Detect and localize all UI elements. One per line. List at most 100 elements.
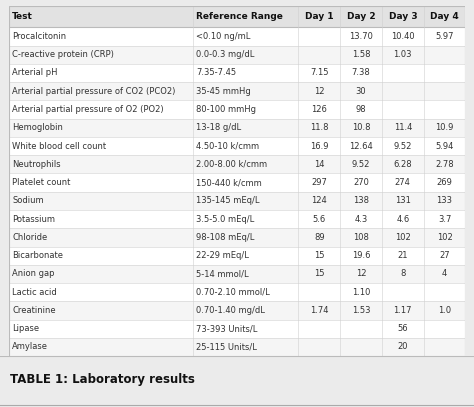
Bar xyxy=(9,265,465,283)
Text: 0.0-0.3 mg/dL: 0.0-0.3 mg/dL xyxy=(196,50,255,59)
Text: 16.9: 16.9 xyxy=(310,142,328,151)
Text: 1.03: 1.03 xyxy=(393,50,412,59)
Text: 7.15: 7.15 xyxy=(310,68,328,77)
Text: 102: 102 xyxy=(437,233,453,242)
Text: Amylase: Amylase xyxy=(12,343,48,352)
Text: 5.94: 5.94 xyxy=(436,142,454,151)
Text: 4.50-10 k/cmm: 4.50-10 k/cmm xyxy=(196,142,260,151)
Bar xyxy=(9,338,465,356)
Bar xyxy=(9,64,465,82)
Text: 11.8: 11.8 xyxy=(310,123,328,132)
Text: 138: 138 xyxy=(353,196,369,206)
Text: Procalcitonin: Procalcitonin xyxy=(12,32,66,41)
Text: 19.6: 19.6 xyxy=(352,251,370,260)
Bar xyxy=(9,6,465,27)
Text: Anion gap: Anion gap xyxy=(12,269,55,278)
Text: 12.64: 12.64 xyxy=(349,142,373,151)
Text: 126: 126 xyxy=(311,105,327,114)
Text: 5.97: 5.97 xyxy=(435,32,454,41)
Text: 8: 8 xyxy=(400,269,406,278)
Bar xyxy=(9,119,465,137)
Text: 9.52: 9.52 xyxy=(352,160,370,169)
Text: Day 1: Day 1 xyxy=(305,12,334,21)
Bar xyxy=(9,247,465,265)
Text: Arterial partial pressure of CO2 (PCO2): Arterial partial pressure of CO2 (PCO2) xyxy=(12,87,175,96)
Text: Lipase: Lipase xyxy=(12,324,39,333)
Text: C-reactive protein (CRP): C-reactive protein (CRP) xyxy=(12,50,114,59)
Bar xyxy=(9,82,465,101)
Text: 4.3: 4.3 xyxy=(355,214,368,223)
Text: 0.70-1.40 mg/dL: 0.70-1.40 mg/dL xyxy=(196,306,265,315)
Text: 2.00-8.00 k/cmm: 2.00-8.00 k/cmm xyxy=(196,160,267,169)
Text: 124: 124 xyxy=(311,196,327,206)
Text: Sodium: Sodium xyxy=(12,196,44,206)
Text: 102: 102 xyxy=(395,233,410,242)
Text: White blood cell count: White blood cell count xyxy=(12,142,106,151)
Text: 6.28: 6.28 xyxy=(393,160,412,169)
Text: 2.78: 2.78 xyxy=(435,160,454,169)
Text: 10.8: 10.8 xyxy=(352,123,370,132)
Bar xyxy=(9,192,465,210)
Text: 133: 133 xyxy=(437,196,453,206)
Text: 0.70-2.10 mmol/L: 0.70-2.10 mmol/L xyxy=(196,288,270,297)
Text: Neutrophils: Neutrophils xyxy=(12,160,61,169)
Text: 269: 269 xyxy=(437,178,453,187)
Text: 5.6: 5.6 xyxy=(313,214,326,223)
Text: Platelet count: Platelet count xyxy=(12,178,71,187)
Text: Day 2: Day 2 xyxy=(347,12,375,21)
Text: Creatinine: Creatinine xyxy=(12,306,56,315)
Text: 21: 21 xyxy=(398,251,408,260)
Text: 25-115 Units/L: 25-115 Units/L xyxy=(196,343,257,352)
Text: 12: 12 xyxy=(356,269,366,278)
Text: 15: 15 xyxy=(314,269,325,278)
Bar xyxy=(9,319,465,338)
Text: 10.9: 10.9 xyxy=(436,123,454,132)
Text: 80-100 mmHg: 80-100 mmHg xyxy=(196,105,256,114)
Text: Day 3: Day 3 xyxy=(389,12,417,21)
Text: Arterial pH: Arterial pH xyxy=(12,68,58,77)
Bar xyxy=(9,155,465,173)
Text: Potassium: Potassium xyxy=(12,214,55,223)
Text: 108: 108 xyxy=(353,233,369,242)
Text: 56: 56 xyxy=(398,324,408,333)
Bar xyxy=(9,137,465,155)
Text: 274: 274 xyxy=(395,178,411,187)
Text: 1.53: 1.53 xyxy=(352,306,370,315)
Text: 150-440 k/cmm: 150-440 k/cmm xyxy=(196,178,262,187)
Text: 27: 27 xyxy=(439,251,450,260)
Text: 73-393 Units/L: 73-393 Units/L xyxy=(196,324,258,333)
Text: 11.4: 11.4 xyxy=(393,123,412,132)
Text: 35-45 mmHg: 35-45 mmHg xyxy=(196,87,251,96)
Text: 3.7: 3.7 xyxy=(438,214,451,223)
Text: 12: 12 xyxy=(314,87,325,96)
Text: 270: 270 xyxy=(353,178,369,187)
Bar xyxy=(9,27,465,46)
Text: 10.40: 10.40 xyxy=(391,32,415,41)
Bar xyxy=(9,210,465,228)
Text: 1.74: 1.74 xyxy=(310,306,328,315)
Text: 7.35-7.45: 7.35-7.45 xyxy=(196,68,237,77)
Text: 13-18 g/dL: 13-18 g/dL xyxy=(196,123,242,132)
Text: 98-108 mEq/L: 98-108 mEq/L xyxy=(196,233,255,242)
Bar xyxy=(9,101,465,119)
Text: 131: 131 xyxy=(395,196,411,206)
Text: Lactic acid: Lactic acid xyxy=(12,288,57,297)
Text: 135-145 mEq/L: 135-145 mEq/L xyxy=(196,196,260,206)
Text: 30: 30 xyxy=(356,87,366,96)
Text: 3.5-5.0 mEq/L: 3.5-5.0 mEq/L xyxy=(196,214,255,223)
Text: 14: 14 xyxy=(314,160,325,169)
Text: 4: 4 xyxy=(442,269,447,278)
Text: 89: 89 xyxy=(314,233,325,242)
Text: Bicarbonate: Bicarbonate xyxy=(12,251,63,260)
Text: 1.0: 1.0 xyxy=(438,306,451,315)
Text: Day 4: Day 4 xyxy=(430,12,459,21)
Text: 20: 20 xyxy=(398,343,408,352)
Text: 297: 297 xyxy=(311,178,327,187)
Text: 13.70: 13.70 xyxy=(349,32,373,41)
Text: Chloride: Chloride xyxy=(12,233,47,242)
Text: 7.38: 7.38 xyxy=(352,68,371,77)
Text: 1.17: 1.17 xyxy=(393,306,412,315)
Text: 9.52: 9.52 xyxy=(393,142,412,151)
Bar xyxy=(9,173,465,192)
Text: Hemoglobin: Hemoglobin xyxy=(12,123,63,132)
